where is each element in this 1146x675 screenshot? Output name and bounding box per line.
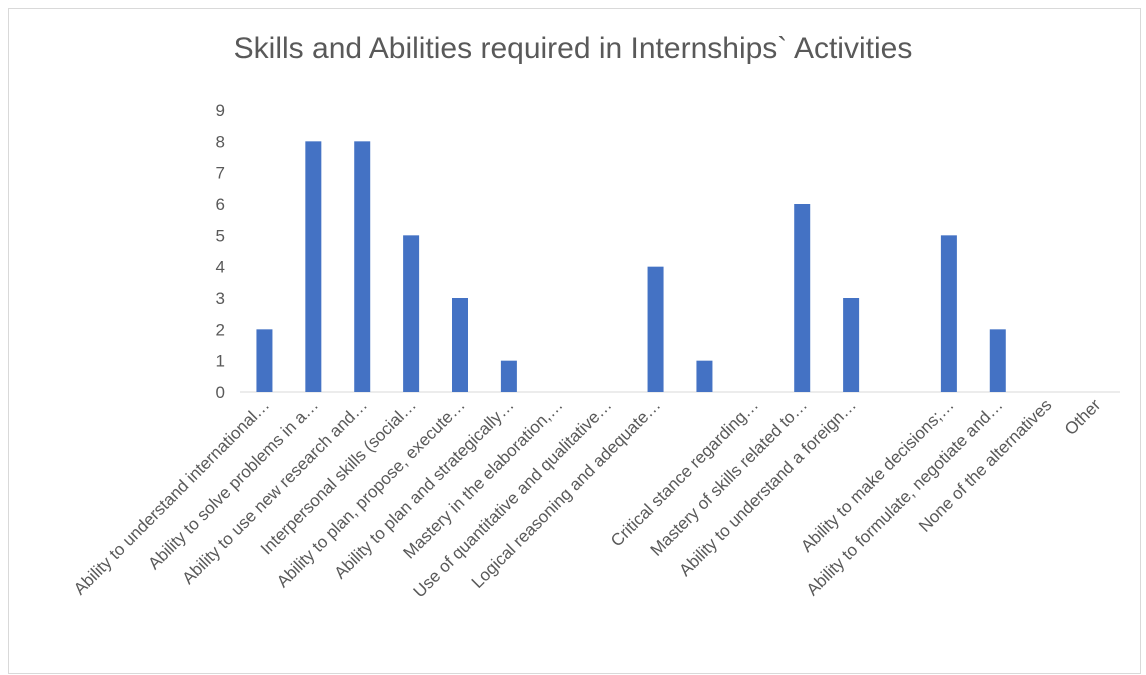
bar — [696, 360, 713, 392]
bar — [452, 298, 468, 392]
bar — [794, 204, 811, 392]
y-tick-label: 4 — [216, 258, 225, 277]
bar — [256, 329, 273, 392]
bar — [500, 360, 517, 392]
y-tick-label: 2 — [216, 320, 225, 339]
bar — [647, 266, 664, 392]
y-tick-label: 1 — [216, 352, 225, 371]
bar — [843, 298, 860, 392]
bars — [256, 141, 1006, 392]
y-tick-label: 5 — [216, 226, 225, 245]
y-tick-label: 8 — [216, 132, 225, 151]
chart-title: Skills and Abilities required in Interns… — [233, 32, 913, 65]
y-tick-label: 0 — [216, 383, 225, 402]
x-category-label: Other — [1061, 395, 1105, 439]
bar — [305, 141, 322, 392]
x-category-label: Ability to plan and strategically… — [331, 395, 518, 582]
bar — [403, 235, 420, 392]
y-tick-label: 9 — [216, 101, 225, 120]
y-tick-label: 3 — [216, 289, 225, 308]
category-labels: Ability to understand international… Abil… — [70, 395, 1105, 601]
y-tick-label: 6 — [216, 195, 225, 214]
bar — [940, 235, 957, 392]
y-tick-label: 7 — [216, 164, 225, 183]
bar — [354, 141, 371, 392]
bar — [989, 329, 1006, 392]
x-category-label: Ability to understand international… — [70, 395, 273, 598]
y-axis-ticks: 0 1 2 3 4 5 6 7 8 9 — [216, 101, 225, 402]
x-category-label: Ability to understand a foreign… — [675, 395, 859, 579]
